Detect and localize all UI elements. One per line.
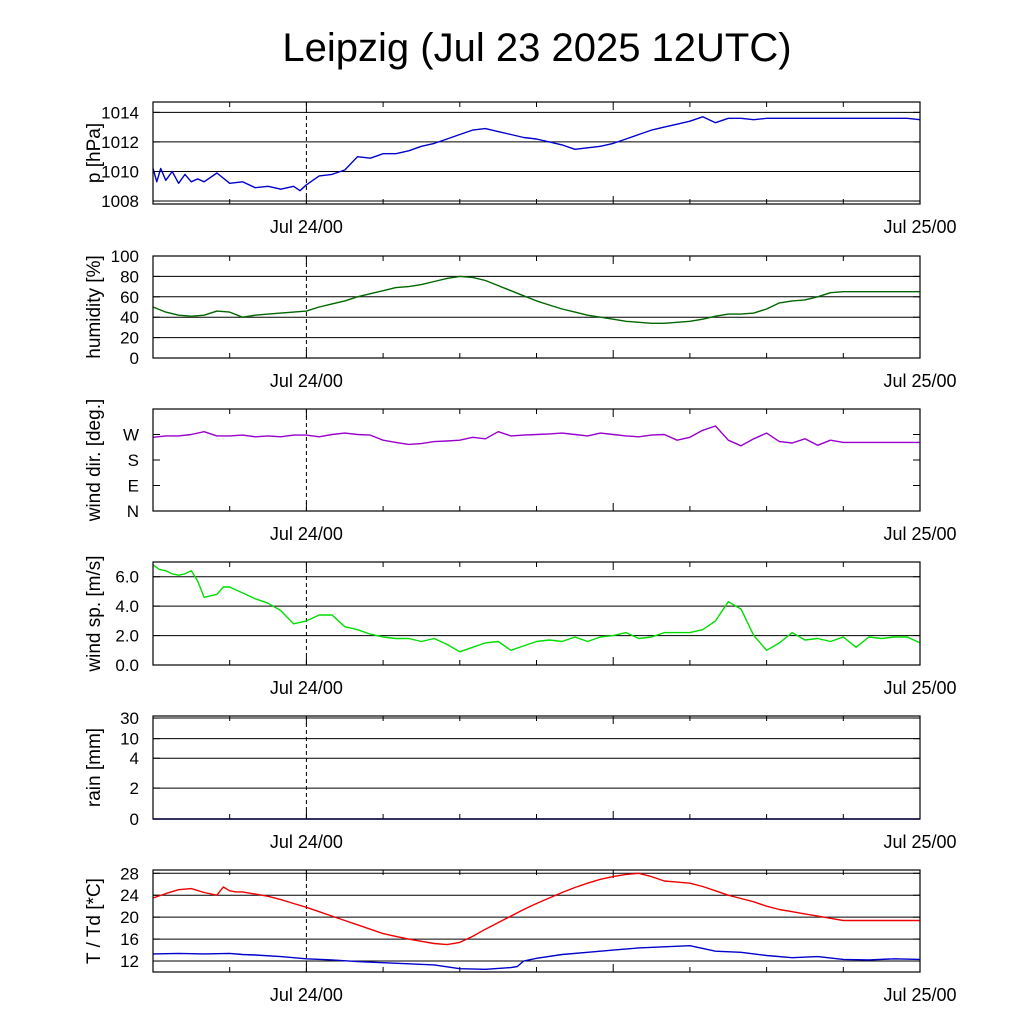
y-tick-label: 28	[120, 864, 139, 883]
plot-frame	[152, 101, 921, 205]
y-tick-label: 0	[130, 810, 139, 829]
x-tick-label: Jul 25/00	[883, 371, 956, 391]
y-tick-label: S	[128, 451, 139, 470]
y-tick-label: 0.0	[115, 656, 139, 675]
rain-panel: 0 2 410 30 rain [mm] Jul 24/00 Jul 25/00	[84, 709, 957, 852]
y-tick-label: 60	[120, 288, 139, 307]
y-tick-label: N	[127, 502, 139, 521]
x-tick-label: Jul 25/00	[883, 217, 956, 237]
y-tick-label: 2	[130, 779, 139, 798]
x-tick-label: Jul 24/00	[270, 524, 343, 544]
x-tick-label: Jul 25/00	[883, 678, 956, 698]
plot-frame	[152, 408, 921, 512]
y-tick-label: E	[128, 477, 139, 496]
x-tick-label: Jul 24/00	[270, 985, 343, 1005]
y-tick-label: 0	[130, 349, 139, 368]
temperature-series-line	[152, 872, 920, 946]
x-tick-label: Jul 24/00	[270, 217, 343, 237]
y-tick-label: 6.0	[115, 568, 139, 587]
y-tick-label: 100	[111, 247, 139, 266]
temperature-series-line	[152, 945, 921, 970]
y-tick-label: 30	[120, 709, 139, 728]
plot-frame	[152, 255, 921, 359]
y-axis-label: p [hPa]	[84, 123, 105, 183]
plot-frame	[152, 869, 921, 973]
x-tick-label: Jul 25/00	[883, 524, 956, 544]
y-tick-label: 1008	[101, 192, 139, 211]
pressure-series-line	[152, 116, 921, 192]
y-tick-label: 1010	[101, 162, 139, 181]
y-tick-label: W	[123, 426, 139, 445]
x-tick-label: Jul 25/00	[883, 832, 956, 852]
y-tick-label: 16	[120, 930, 139, 949]
y-tick-label: 20	[120, 329, 139, 348]
plot-frame	[152, 561, 921, 666]
temperature-panel: 12 16 20 24 28 T / Td [*C] Jul 24/00 Jul 25/00	[84, 864, 957, 1005]
x-tick-label: Jul 24/00	[270, 832, 343, 852]
y-axis-label: humidity [%]	[84, 255, 105, 358]
x-tick-label: Jul 24/00	[270, 678, 343, 698]
wind-speed-series-line	[152, 564, 921, 653]
y-axis-label: wind dir. [deg.]	[84, 399, 105, 523]
y-tick-label: 10	[120, 730, 139, 749]
y-tick-label: 1014	[101, 103, 139, 122]
y-tick-label: 12	[120, 952, 139, 971]
wind-direction-series-line	[152, 425, 920, 447]
y-axis-label: rain [mm]	[84, 728, 105, 807]
y-axis-label: wind sp. [m/s]	[84, 555, 105, 672]
y-tick-label: 20	[120, 908, 139, 927]
y-axis-label: T / Td [*C]	[84, 878, 105, 964]
plot-frame	[152, 715, 921, 820]
x-tick-label: Jul 24/00	[270, 371, 343, 391]
humidity-series-line	[152, 275, 920, 324]
y-tick-label: 2.0	[115, 627, 139, 646]
wind-speed-panel: 0.0 2.0 4.0 6.0 wind sp. [m/s] Jul 24/00 Jul 2…	[84, 555, 957, 698]
y-tick-label: 80	[120, 267, 139, 286]
y-tick-label: 4.0	[115, 597, 139, 616]
y-tick-label: 1012	[101, 133, 139, 152]
page-title: Leipzig (Jul 23 2025 12UTC)	[282, 26, 792, 70]
x-tick-label: Jul 25/00	[883, 985, 956, 1005]
y-tick-label: 4	[130, 749, 139, 768]
y-tick-label: 24	[120, 886, 139, 905]
y-tick-label: 40	[120, 308, 139, 327]
